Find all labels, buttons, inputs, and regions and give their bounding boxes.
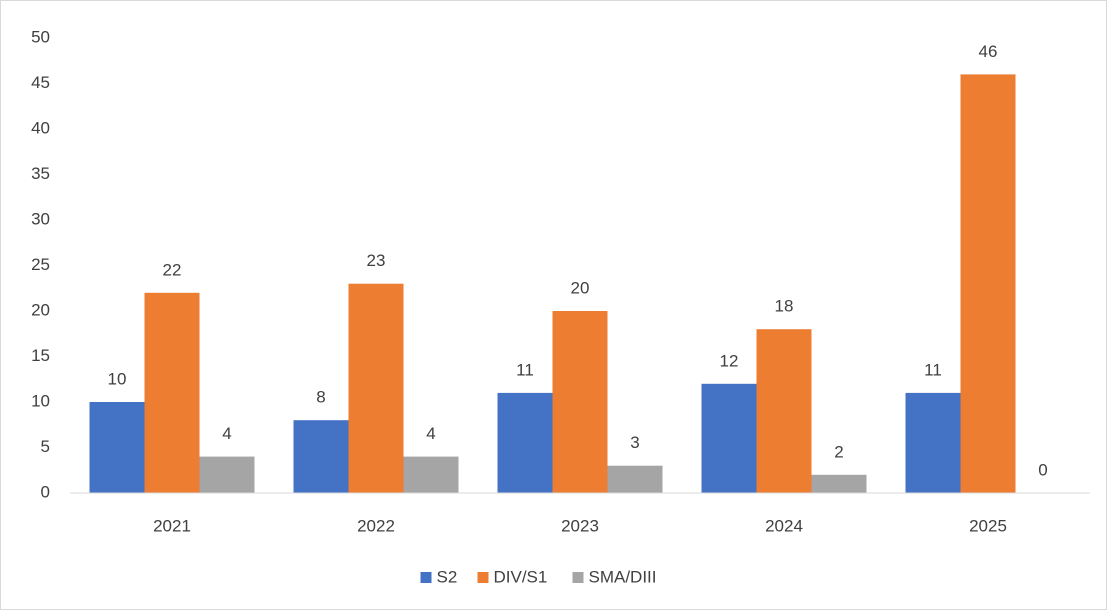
bar <box>497 392 553 493</box>
bar <box>144 292 200 493</box>
data-label: 3 <box>630 433 639 452</box>
data-label: 12 <box>720 351 739 370</box>
data-label: 0 <box>1038 460 1047 479</box>
bar <box>905 392 961 493</box>
data-label: 18 <box>775 297 794 316</box>
bar <box>607 465 663 493</box>
y-tick-label: 35 <box>31 164 50 183</box>
x-tick-label: 2025 <box>969 516 1007 535</box>
y-tick-label: 40 <box>31 118 50 137</box>
data-label: 46 <box>979 42 998 61</box>
x-tick-label: 2024 <box>765 516 803 535</box>
bar <box>199 456 255 493</box>
bar <box>552 311 608 493</box>
bar <box>960 74 1016 494</box>
bar <box>89 402 145 493</box>
data-label: 4 <box>426 424 435 443</box>
y-tick-label: 45 <box>31 73 50 92</box>
legend-label: DIV/S1 <box>494 567 548 586</box>
y-tick-label: 5 <box>41 437 50 456</box>
data-label: 23 <box>367 251 386 270</box>
data-label: 20 <box>571 278 590 297</box>
data-label: 4 <box>222 424 231 443</box>
data-label: 2 <box>834 442 843 461</box>
y-tick-label: 50 <box>31 27 50 46</box>
x-tick-label: 2021 <box>153 516 191 535</box>
y-tick-label: 30 <box>31 209 50 228</box>
x-tick-label: 2022 <box>357 516 395 535</box>
legend-swatch <box>477 572 489 583</box>
data-label: 11 <box>516 360 534 379</box>
data-label: 10 <box>108 369 127 388</box>
legend-label: SMA/DIII <box>589 567 657 586</box>
bar <box>756 329 812 493</box>
bar <box>403 456 459 493</box>
y-tick-label: 0 <box>41 482 50 501</box>
y-tick-label: 10 <box>31 391 50 410</box>
bar <box>348 283 404 493</box>
legend-swatch <box>572 572 584 583</box>
bar <box>293 420 349 493</box>
y-tick-label: 15 <box>31 346 50 365</box>
data-label: 8 <box>316 388 325 407</box>
legend-swatch <box>420 572 432 583</box>
y-tick-label: 25 <box>31 255 50 274</box>
legend-label: S2 <box>437 567 458 586</box>
bar <box>701 383 757 493</box>
x-tick-label: 2023 <box>561 516 599 535</box>
y-tick-label: 20 <box>31 300 50 319</box>
bar <box>811 474 867 493</box>
data-label: 11 <box>924 360 942 379</box>
data-label: 22 <box>163 260 182 279</box>
